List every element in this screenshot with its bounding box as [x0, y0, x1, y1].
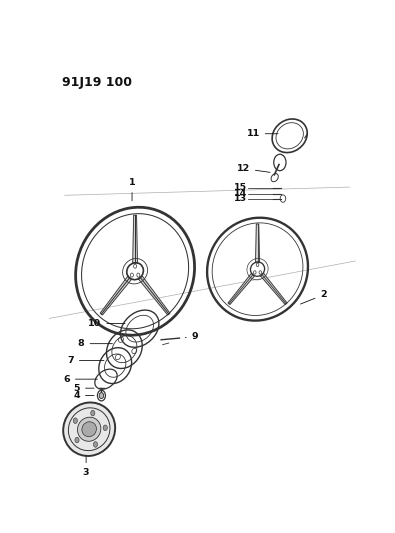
- Circle shape: [73, 418, 77, 424]
- Text: 91J19 100: 91J19 100: [62, 76, 132, 89]
- Text: 6: 6: [63, 375, 98, 384]
- Ellipse shape: [82, 422, 96, 437]
- Text: 5: 5: [73, 384, 94, 393]
- Text: 14: 14: [233, 189, 247, 198]
- Circle shape: [93, 442, 98, 447]
- Text: 11: 11: [246, 129, 278, 138]
- Text: 10: 10: [88, 319, 125, 328]
- Circle shape: [103, 425, 107, 431]
- Text: 9: 9: [185, 332, 198, 341]
- Polygon shape: [228, 273, 254, 304]
- Polygon shape: [100, 276, 132, 315]
- Polygon shape: [133, 215, 137, 263]
- Text: 15: 15: [234, 183, 247, 192]
- Circle shape: [91, 410, 95, 416]
- Polygon shape: [256, 224, 260, 262]
- Text: 2: 2: [301, 290, 327, 304]
- Text: 13: 13: [234, 194, 247, 203]
- Circle shape: [99, 393, 103, 399]
- Circle shape: [75, 437, 79, 443]
- Ellipse shape: [63, 402, 115, 456]
- Polygon shape: [261, 273, 287, 304]
- Text: 8: 8: [78, 339, 113, 348]
- Text: 7: 7: [67, 356, 104, 365]
- Text: 1: 1: [129, 178, 135, 201]
- Text: 3: 3: [83, 456, 89, 477]
- Text: 4: 4: [73, 391, 94, 400]
- Text: 12: 12: [237, 164, 270, 173]
- Polygon shape: [139, 276, 170, 315]
- Circle shape: [99, 393, 103, 399]
- Ellipse shape: [77, 417, 101, 441]
